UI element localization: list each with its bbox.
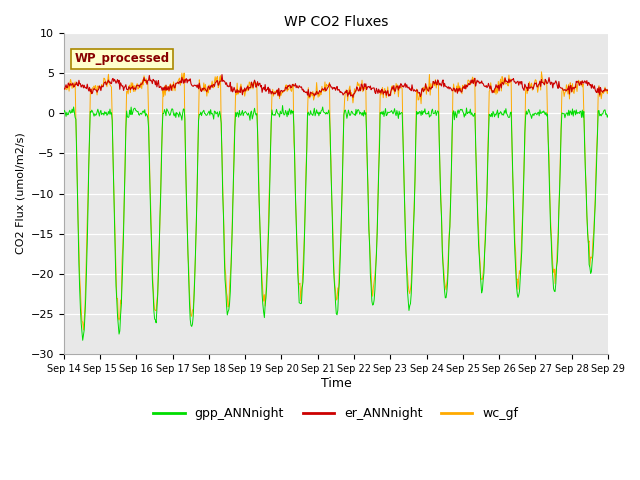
Text: WP_processed: WP_processed	[75, 52, 170, 65]
X-axis label: Time: Time	[321, 377, 351, 390]
Y-axis label: CO2 Flux (umol/m2/s): CO2 Flux (umol/m2/s)	[15, 132, 25, 254]
Title: WP CO2 Fluxes: WP CO2 Fluxes	[284, 15, 388, 29]
Legend: gpp_ANNnight, er_ANNnight, wc_gf: gpp_ANNnight, er_ANNnight, wc_gf	[148, 402, 524, 425]
